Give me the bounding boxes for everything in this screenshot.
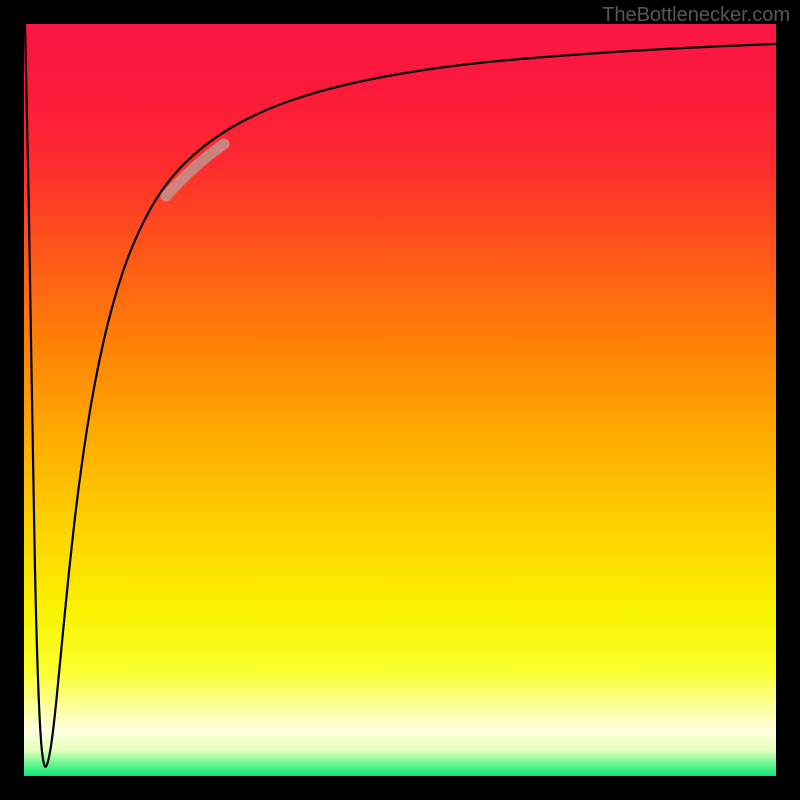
chart-canvas: TheBottlenecker.com (0, 0, 800, 800)
highlight-segment (166, 144, 224, 196)
plot-area (24, 24, 776, 776)
curve-layer (24, 24, 776, 776)
main-curve (25, 24, 776, 767)
